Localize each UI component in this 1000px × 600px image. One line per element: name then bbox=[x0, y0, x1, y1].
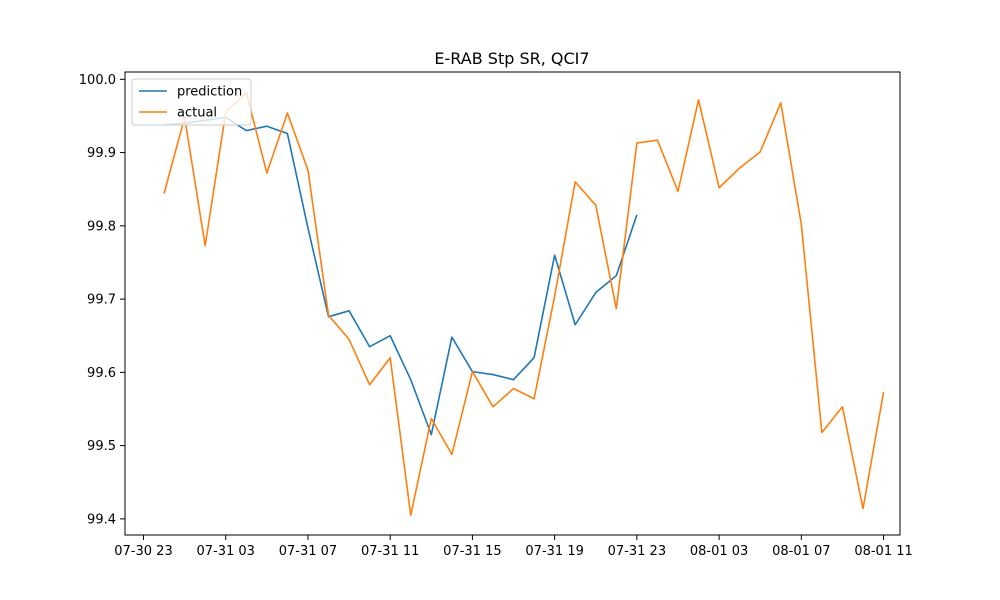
legend: prediction actual bbox=[131, 78, 252, 126]
x-tick-label: 08-01 11 bbox=[854, 544, 912, 559]
x-tick-label: 07-31 07 bbox=[279, 544, 337, 559]
x-axis: 07-30 23 07-31 03 07-31 07 07-31 11 07-31 15… bbox=[114, 535, 913, 559]
x-tick-label: 08-01 03 bbox=[690, 544, 748, 559]
x-tick-label: 07-30 23 bbox=[114, 544, 172, 559]
chart-title: E-RAB Stp SR, QCI7 bbox=[434, 49, 589, 68]
x-tick-label: 07-31 23 bbox=[608, 544, 666, 559]
series-line-prediction bbox=[164, 116, 638, 436]
y-tick-label: 100.0 bbox=[79, 73, 116, 88]
y-tick-label: 99.5 bbox=[87, 439, 116, 454]
legend-label-prediction: prediction bbox=[177, 85, 242, 100]
series-line-actual bbox=[163, 91, 885, 517]
y-tick-label: 99.6 bbox=[87, 366, 116, 381]
x-tick-label: 07-31 11 bbox=[361, 544, 419, 559]
x-tick-label: 07-31 03 bbox=[197, 544, 255, 559]
y-tick-label: 99.9 bbox=[87, 146, 116, 161]
x-tick-label: 07-31 19 bbox=[525, 544, 583, 559]
legend-label-actual: actual bbox=[177, 106, 217, 121]
series-layer bbox=[163, 91, 885, 517]
plot-frame bbox=[124, 71, 901, 536]
x-tick-label: 07-31 15 bbox=[443, 544, 501, 559]
y-tick-label: 99.8 bbox=[87, 219, 116, 234]
y-tick-label: 99.4 bbox=[87, 512, 116, 527]
x-tick-label: 08-01 07 bbox=[772, 544, 830, 559]
y-tick-label: 99.7 bbox=[87, 293, 116, 308]
y-axis: 99.4 99.5 99.6 99.7 99.8 99.9 100.0 bbox=[79, 73, 125, 527]
